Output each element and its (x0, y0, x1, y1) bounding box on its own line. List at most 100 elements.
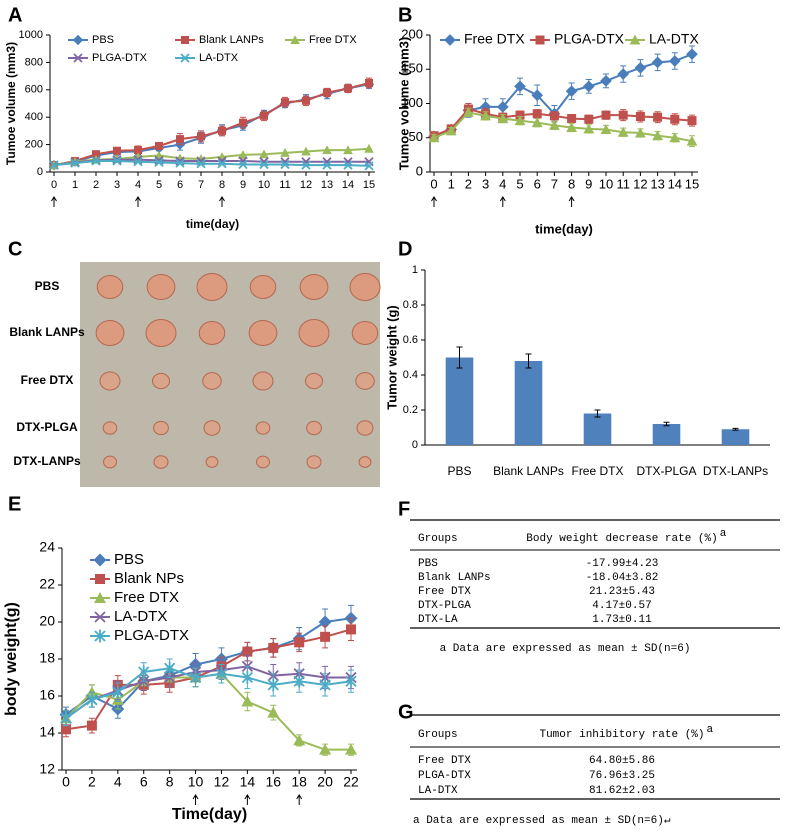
tumor (306, 420, 322, 436)
cell: 64.80±5.86 (589, 755, 655, 767)
tumor (146, 274, 176, 300)
marker (515, 110, 525, 120)
marker (668, 55, 681, 67)
marker (60, 711, 72, 725)
marker (617, 68, 630, 80)
panel-label: F (398, 498, 410, 520)
marker (239, 118, 247, 127)
bar (721, 429, 750, 445)
marker (61, 724, 71, 735)
series-line (65, 665, 351, 720)
tumor (102, 421, 118, 435)
marker (479, 101, 492, 113)
x-tick-label: 13 (650, 176, 664, 191)
error-bar (732, 427, 739, 431)
tumor (306, 455, 322, 469)
marker (549, 111, 559, 121)
y-tick-label: 200 (25, 139, 43, 151)
cell: 4.17±0.57 (592, 600, 651, 612)
x-tick-label: 1 (448, 176, 455, 191)
marker (112, 685, 124, 699)
marker (176, 135, 184, 144)
marker (215, 667, 228, 681)
marker (301, 160, 311, 170)
error-bar (456, 346, 463, 369)
marker (345, 743, 357, 755)
x-tick-label: 13 (321, 179, 333, 191)
y-tick-label: 100 (401, 95, 423, 110)
tumor (248, 320, 278, 346)
panel-label: G (398, 701, 414, 723)
series-line (433, 111, 693, 143)
x-tick-label: 6 (140, 774, 148, 790)
x-tick-label: 14 (342, 179, 354, 191)
marker (280, 148, 290, 157)
marker (323, 88, 331, 97)
marker (617, 126, 629, 137)
y-tick-label: 150 (401, 61, 423, 76)
y-tick-label: 0 (37, 166, 43, 178)
marker (346, 624, 356, 635)
marker (600, 75, 612, 87)
column-header: Body weight decrease rate (%) (526, 533, 717, 545)
y-tick-label: 18 (39, 650, 55, 666)
x-tick-label: 2 (88, 774, 96, 790)
tumor (95, 320, 125, 346)
marker (319, 678, 331, 692)
marker (514, 115, 526, 126)
legend-marker (444, 34, 456, 46)
x-tick-label: 0 (62, 774, 70, 790)
tumor (153, 420, 169, 436)
legend-label: Blank NPs (114, 570, 184, 587)
marker (92, 150, 100, 159)
marker (322, 160, 332, 170)
panel-label: A (8, 4, 22, 26)
legend-label: Free DTX (309, 34, 357, 46)
x-tick-label: 14 (240, 774, 256, 790)
y-tick-label: 50 (409, 129, 423, 144)
tumor (103, 455, 117, 469)
marker (653, 112, 663, 122)
cell: -17.99±4.23 (586, 558, 659, 570)
y-axis-title: body weight(g) (3, 602, 20, 716)
tumor (202, 372, 222, 390)
y-tick-label: 0 (416, 163, 423, 178)
marker (112, 156, 122, 166)
marker (583, 123, 595, 134)
marker (301, 146, 311, 156)
marker (259, 159, 269, 170)
y-tick-label: 800 (25, 56, 43, 68)
y-tick-label: 400 (25, 111, 43, 123)
legend-label: LA-DTX (114, 608, 167, 625)
marker (113, 146, 121, 155)
x-tick-label: 9 (240, 179, 246, 191)
cell: Free DTX (418, 755, 471, 767)
treatment-arrow (51, 196, 57, 207)
x-tick-label: 2 (93, 179, 99, 191)
legend-label: PBS (114, 551, 144, 568)
y-tick-label: 600 (25, 84, 43, 96)
panel-label: C (8, 238, 22, 260)
x-tick-label: 15 (685, 176, 699, 191)
error-bar (594, 409, 601, 418)
marker (319, 743, 332, 755)
marker (189, 671, 202, 684)
marker (497, 113, 509, 124)
marker (687, 116, 697, 126)
tumor-photo (80, 262, 380, 487)
tumor (196, 273, 228, 301)
tumor (198, 321, 226, 345)
cell: 76.96±3.25 (589, 770, 655, 782)
legend-marker (629, 34, 641, 45)
marker (138, 665, 150, 679)
marker (267, 678, 279, 692)
marker (320, 631, 331, 642)
x-tick-label: 14 (668, 176, 682, 191)
marker (635, 112, 645, 122)
x-tick-label: 22 (343, 774, 359, 790)
series-line (65, 667, 352, 720)
row-label: DTX-LANPs (13, 454, 81, 468)
x-tick-label: Blank LANPs (493, 464, 564, 478)
tumor (299, 274, 329, 300)
